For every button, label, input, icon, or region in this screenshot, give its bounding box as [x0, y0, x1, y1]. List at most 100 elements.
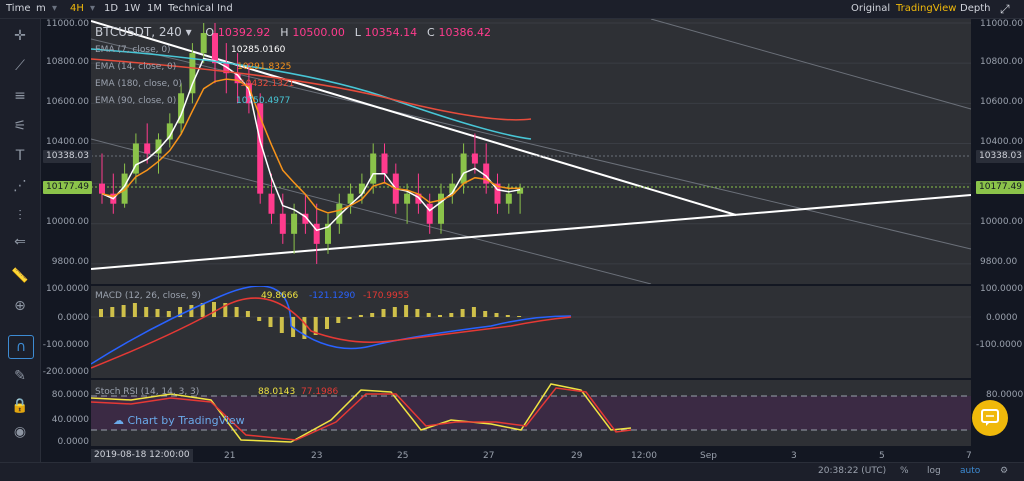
- interval-1m-button[interactable]: 1M: [147, 3, 162, 14]
- top-toolbar: Time m ▾ 4H ▾ 1D 1W 1M Technical Ind Ori…: [0, 0, 1024, 19]
- ema7-legend[interactable]: EMA (7, close, 0) 10285.0160: [95, 45, 285, 55]
- stoch-d-line: [91, 387, 632, 441]
- ema90-line: [91, 48, 532, 140]
- price-pane[interactable]: [91, 19, 971, 284]
- pattern-icon[interactable]: ⋰: [13, 178, 27, 194]
- ema90-legend[interactable]: EMA (90, close, 0) 10750.4977: [95, 96, 290, 106]
- lock-drawing-icon[interactable]: ✎: [14, 368, 26, 384]
- ema90-label: EMA (90, close, 0): [95, 96, 177, 106]
- interval-1w-button[interactable]: 1W: [124, 3, 141, 14]
- macd-histogram-bar: [347, 317, 352, 319]
- ohlc-o-value: 10392.92: [217, 26, 271, 39]
- magnet-icon[interactable]: ∩: [8, 335, 34, 359]
- candle-body: [257, 103, 264, 194]
- settings-gear-icon[interactable]: ⚙: [1000, 466, 1009, 476]
- price-tag-upper-right: 10338.03: [976, 150, 1024, 163]
- zoom-in-icon[interactable]: ⊕: [14, 298, 26, 314]
- minute-interval-button[interactable]: m: [36, 3, 46, 14]
- back-arrow-icon[interactable]: ⇐: [14, 234, 26, 250]
- y-tick-label: 10800.00: [980, 57, 1023, 67]
- trend-line-icon[interactable]: ⟋: [15, 58, 25, 74]
- stoch-chart-svg: [91, 383, 971, 443]
- interval-label: 240: [158, 25, 182, 39]
- macd-pane[interactable]: [91, 286, 971, 378]
- macd-y-tick: -100.0000: [976, 340, 1023, 350]
- stoch-rsi-pane[interactable]: [91, 380, 971, 446]
- stoch-k-line: [91, 383, 632, 443]
- chevron-down-icon[interactable]: ▾: [52, 3, 58, 14]
- candle-body: [245, 83, 252, 104]
- utc-clock: 20:38:22 (UTC): [818, 466, 887, 476]
- crosshair-icon[interactable]: ✛: [14, 28, 26, 44]
- y-tick-label: 10000.00: [980, 217, 1023, 227]
- technical-indicators-button[interactable]: Technical Ind: [168, 3, 233, 14]
- ema14-value: 10291.8325: [237, 62, 292, 72]
- candle-body: [189, 53, 196, 94]
- macd-histogram-bar: [166, 311, 171, 317]
- macd-histogram-bar: [245, 311, 250, 317]
- price-chart-svg: [91, 19, 971, 284]
- candle-body: [370, 153, 377, 184]
- interval-4h-button[interactable]: 4H: [70, 3, 84, 14]
- forecast-icon[interactable]: ⫶: [18, 208, 22, 224]
- x-tick-label: 5: [879, 451, 885, 461]
- chart-area[interactable]: 11000.00 10800.00 10600.00 10400.00 1000…: [41, 19, 973, 462]
- candle-body: [438, 193, 444, 224]
- y-tick-label: 11000.00: [46, 19, 89, 29]
- log-scale-toggle[interactable]: log: [927, 466, 941, 476]
- chat-support-button[interactable]: [972, 400, 1008, 436]
- chevron-down-icon[interactable]: ▾: [90, 3, 96, 14]
- y-tick-label: 9800.00: [51, 257, 89, 267]
- candle-body: [223, 63, 230, 74]
- interval-1d-button[interactable]: 1D: [104, 3, 119, 14]
- macd-histogram-bar: [178, 307, 183, 317]
- fullscreen-icon[interactable]: ⤢: [1000, 2, 1010, 16]
- ema90-value: 10750.4977: [236, 96, 291, 106]
- y-tick-label: 10800.00: [46, 57, 89, 67]
- candle-body: [132, 143, 139, 174]
- depth-view-button[interactable]: Depth: [960, 3, 991, 14]
- ema14-legend[interactable]: EMA (14, close, 0) 10291.8325: [95, 62, 291, 72]
- eye-icon[interactable]: ◉: [13, 424, 27, 440]
- x-tick-label: 3: [791, 451, 797, 461]
- symbol-label: BTCUSDT: [95, 25, 152, 39]
- horizontal-lines-icon[interactable]: ≡: [14, 88, 26, 104]
- stoch-legend[interactable]: Stoch RSI (14, 14, 3, 3) 88.0143 77.1986: [95, 387, 338, 397]
- time-button[interactable]: Time: [6, 3, 31, 14]
- macd-histogram-bar: [358, 315, 363, 317]
- ema7-line: [101, 57, 521, 232]
- candle-body: [144, 143, 151, 154]
- y-tick-label: 10400.00: [980, 137, 1023, 147]
- macd-histogram-bar: [325, 317, 329, 329]
- original-view-button[interactable]: Original: [851, 3, 891, 14]
- auto-scale-toggle[interactable]: auto: [960, 466, 981, 476]
- macd-histogram-bar: [110, 307, 115, 317]
- y-tick-label: 10000.00: [46, 217, 89, 227]
- candle-body: [212, 33, 218, 64]
- ema180-legend[interactable]: EMA (180, close, 0) 10432.1321: [95, 79, 294, 89]
- stoch-k-value: 88.0143: [258, 387, 296, 397]
- macd-histogram-bar: [121, 305, 126, 317]
- macd-signal-value: -170.9955: [363, 291, 410, 301]
- macd-histogram-bar: [370, 313, 375, 317]
- ruler-icon[interactable]: 📏: [11, 268, 29, 284]
- macd-histogram-bar: [381, 309, 386, 317]
- macd-histogram-value: 49.8666: [261, 291, 299, 301]
- stoch-y-tick: 40.0000: [51, 415, 89, 425]
- pitchfork-icon[interactable]: ⚟: [13, 118, 27, 134]
- bottom-status-bar: 20:38:22 (UTC) % log auto ⚙: [0, 462, 1024, 481]
- lock-icon[interactable]: 🔒: [11, 398, 29, 414]
- text-tool-icon[interactable]: T: [15, 148, 25, 164]
- x-tick-label: 21: [224, 451, 236, 461]
- candle-body: [460, 153, 467, 184]
- candle-body: [415, 193, 422, 204]
- x-tick-label: Sep: [700, 451, 717, 461]
- candle-body: [347, 193, 354, 204]
- ascending-trend-line: [91, 194, 971, 270]
- percent-scale-toggle[interactable]: %: [900, 466, 909, 476]
- tradingview-view-button[interactable]: TradingView: [896, 3, 957, 14]
- macd-legend[interactable]: MACD (12, 26, close, 9) 49.8666 -121.129…: [95, 291, 409, 301]
- chat-bubble-icon: [981, 409, 999, 426]
- ohlc-c-label: C: [426, 26, 435, 39]
- ohlc-c-value: 10386.42: [438, 26, 492, 39]
